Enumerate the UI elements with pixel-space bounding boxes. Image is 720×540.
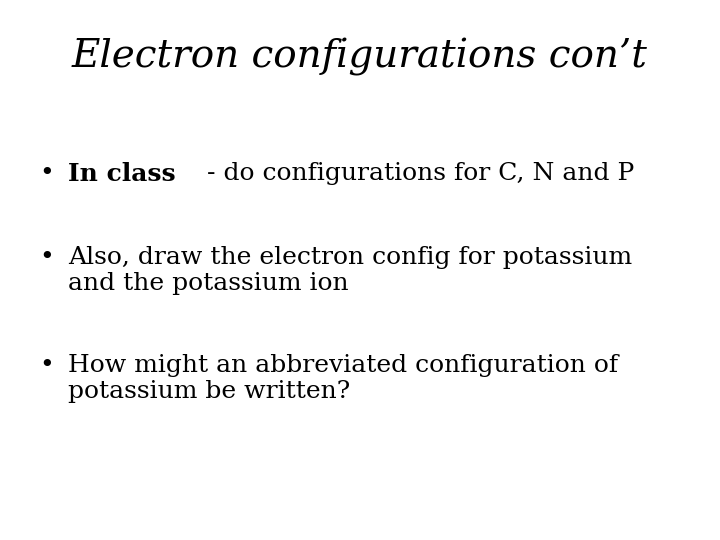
Text: Electron configurations con’t: Electron configurations con’t bbox=[72, 38, 648, 76]
Text: •: • bbox=[40, 354, 54, 377]
Text: How might an abbreviated configuration of
potassium be written?: How might an abbreviated configuration o… bbox=[68, 354, 618, 403]
Text: Also, draw the electron config for potassium
and the potassium ion: Also, draw the electron config for potas… bbox=[68, 246, 633, 295]
Text: In class: In class bbox=[68, 162, 176, 186]
Text: - do configurations for C, N and P: - do configurations for C, N and P bbox=[207, 162, 634, 185]
Text: •: • bbox=[40, 246, 54, 269]
Text: •: • bbox=[40, 162, 54, 185]
